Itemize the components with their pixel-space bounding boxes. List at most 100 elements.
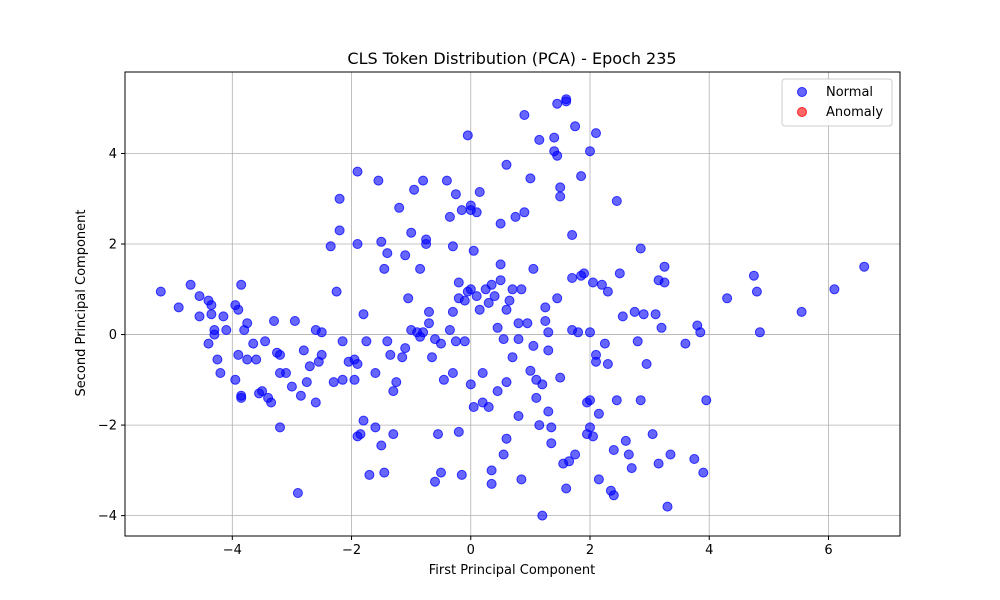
data-point-normal <box>611 395 622 406</box>
x-tick-label: −2 <box>342 543 361 558</box>
data-point-normal <box>620 435 631 446</box>
data-point-normal <box>465 379 476 390</box>
data-point-normal <box>388 429 399 440</box>
x-tick-label: 4 <box>705 543 713 558</box>
legend-label-anomaly: Anomaly <box>826 105 883 120</box>
legend-label-normal: Normal <box>826 85 873 100</box>
data-point-normal <box>525 365 536 376</box>
data-point-normal <box>364 469 375 480</box>
data-point-normal <box>540 316 551 326</box>
data-point-normal <box>754 327 765 338</box>
data-point-normal <box>206 300 217 311</box>
data-point-normal <box>298 345 309 356</box>
data-point-normal <box>555 182 566 193</box>
data-point-normal <box>608 490 619 501</box>
data-point-normal <box>436 338 446 349</box>
data-point-normal <box>218 311 229 322</box>
data-point-normal <box>403 293 414 304</box>
data-point-normal <box>358 415 369 426</box>
data-point-normal <box>641 359 652 369</box>
data-point-normal <box>349 374 360 385</box>
data-point-normal <box>325 241 336 252</box>
data-point-normal <box>427 352 437 363</box>
data-point-normal <box>591 128 601 139</box>
data-point-normal <box>504 295 515 306</box>
data-point-normal <box>579 268 589 279</box>
data-point-normal <box>650 309 661 320</box>
data-point-normal <box>516 474 527 485</box>
data-point-normal <box>334 193 345 204</box>
data-point-normal <box>337 374 348 385</box>
data-point-normal <box>608 445 619 455</box>
data-point-normal <box>611 196 622 206</box>
data-point-normal <box>233 304 244 315</box>
data-point-normal <box>379 467 390 478</box>
data-point-normal <box>424 306 434 317</box>
data-point-normal <box>489 291 500 302</box>
data-point-normal <box>206 309 217 320</box>
data-point-normal <box>447 241 458 252</box>
data-point-normal <box>248 338 259 349</box>
data-point-normal <box>588 277 598 288</box>
data-point-normal <box>304 361 315 372</box>
data-point-normal <box>829 284 840 295</box>
grid <box>125 72 900 536</box>
data-point-normal <box>698 467 709 478</box>
plot-frame <box>124 71 901 537</box>
data-point-normal <box>596 279 607 290</box>
data-point-normal <box>519 110 530 120</box>
data-point-normal <box>585 395 595 406</box>
x-tick-label: 2 <box>586 543 594 558</box>
data-point-normal <box>647 429 658 440</box>
data-point-normal <box>492 322 503 333</box>
y-axis-title: Second Principal Component <box>74 210 89 397</box>
data-point-normal <box>215 368 226 378</box>
data-point-normal <box>593 474 604 485</box>
data-point-normal <box>379 263 390 274</box>
data-point-normal <box>543 327 554 338</box>
data-point-normal <box>635 243 646 254</box>
data-point-normal <box>599 338 610 349</box>
data-point-normal <box>289 316 300 326</box>
data-point-normal <box>859 261 870 272</box>
legend-marker-anomaly <box>797 107 807 117</box>
data-point-normal <box>477 368 488 378</box>
data-point-normal <box>552 98 563 109</box>
data-point-normal <box>465 200 476 211</box>
data-point-normal <box>355 429 366 440</box>
data-point-normal <box>444 211 455 222</box>
data-point-normal <box>292 488 303 498</box>
data-point-normal <box>418 175 429 186</box>
data-point-normal <box>492 386 503 397</box>
data-point-normal <box>534 134 545 145</box>
data-point-normal <box>444 325 455 335</box>
data-point-normal <box>370 422 381 433</box>
legend: Normal Anomaly <box>781 78 893 127</box>
data-point-normal <box>510 211 521 222</box>
data-point-normal <box>662 501 673 512</box>
data-point-normal <box>331 286 342 297</box>
data-point-normal <box>242 318 253 329</box>
data-point-normal <box>576 171 587 182</box>
data-point-normal <box>474 304 485 315</box>
data-point-normal <box>436 467 446 478</box>
data-point-normal <box>653 458 664 469</box>
data-point-normal <box>209 329 220 340</box>
data-point-normal <box>275 422 285 433</box>
data-point-normal <box>540 302 551 313</box>
data-point-normal <box>617 311 628 322</box>
data-point-normal <box>269 316 279 326</box>
data-point-normal <box>471 207 482 218</box>
data-point-normal <box>570 449 581 460</box>
data-point-normal <box>450 189 461 200</box>
data-point-normal <box>212 354 223 365</box>
data-point-normal <box>695 327 706 338</box>
legend-marker-normal <box>797 87 807 97</box>
data-point-normal <box>382 336 393 347</box>
data-point-normal <box>585 146 595 157</box>
data-point-normal <box>394 202 405 213</box>
x-tick-label: 0 <box>467 543 475 558</box>
data-point-normal <box>260 336 271 347</box>
data-point-normal <box>552 293 563 304</box>
